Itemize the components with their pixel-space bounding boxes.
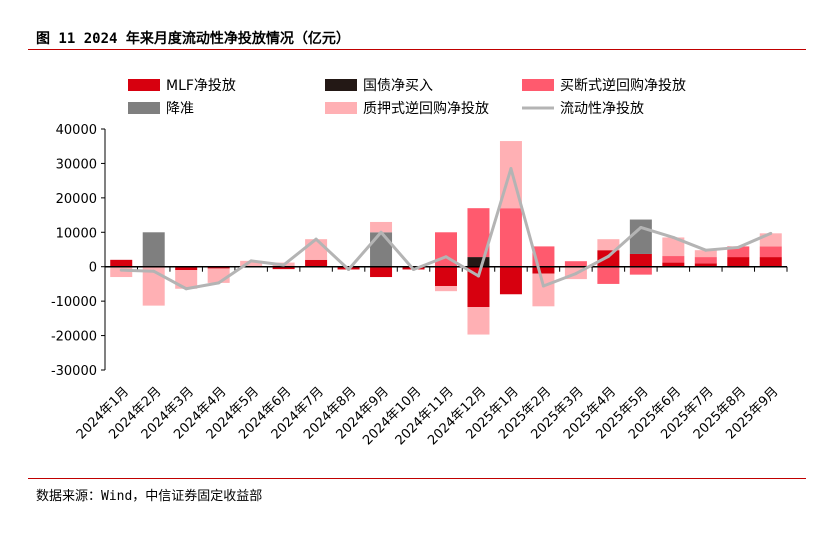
bar-4-18 xyxy=(694,250,717,258)
bar-3-1 xyxy=(142,232,165,267)
line-point-10 xyxy=(444,255,448,259)
y-tick-label: 40000 xyxy=(56,123,97,138)
bar-0-15 xyxy=(597,250,620,267)
bar-0-6 xyxy=(305,259,328,267)
bar-1-11 xyxy=(467,257,490,267)
bar-2-11 xyxy=(467,208,490,258)
legend-swatch xyxy=(128,79,160,91)
bar-0-16 xyxy=(629,253,652,267)
y-tick-label: 10000 xyxy=(56,226,97,241)
line-point-5 xyxy=(282,263,286,267)
line-point-6 xyxy=(314,237,318,241)
line-point-20 xyxy=(769,231,773,235)
line-point-4 xyxy=(249,259,253,263)
bar-4-6 xyxy=(305,239,328,260)
bar-3-8 xyxy=(370,232,393,267)
legend-label: 国债净买入 xyxy=(363,78,433,94)
bar-4-8 xyxy=(370,221,393,233)
line-point-19 xyxy=(736,245,740,249)
y-tick-label: -20000 xyxy=(51,330,97,345)
line-point-11 xyxy=(476,274,480,278)
bar-3-16 xyxy=(629,219,652,254)
line-point-8 xyxy=(379,230,383,234)
legend-swatch xyxy=(325,79,357,91)
legend-label: 买断式逆回购净投放 xyxy=(560,78,686,94)
bar-2-16 xyxy=(629,266,652,275)
bar-4-13 xyxy=(532,273,555,307)
bar-2-17 xyxy=(662,256,685,263)
y-tick-label: -30000 xyxy=(51,364,97,379)
bar-0-19 xyxy=(727,257,750,267)
bar-0-12 xyxy=(499,266,522,295)
line-point-14 xyxy=(574,272,578,276)
line-point-3 xyxy=(217,281,221,285)
line-point-17 xyxy=(671,235,675,239)
bar-0-2 xyxy=(175,266,198,271)
bar-4-1 xyxy=(142,266,165,306)
source-divider xyxy=(28,478,806,479)
bar-4-3 xyxy=(207,268,230,283)
bar-4-11 xyxy=(467,306,490,335)
line-point-16 xyxy=(639,225,643,229)
figure-title: 图 11 2024 年来月度流动性净投放情况（亿元） xyxy=(36,31,350,47)
bar-4-15 xyxy=(597,239,620,251)
bar-4-17 xyxy=(662,237,685,257)
y-tick-label: 0 xyxy=(89,261,97,276)
bar-2-19 xyxy=(727,246,750,258)
bar-0-20 xyxy=(759,257,782,267)
line-point-2 xyxy=(184,287,188,291)
y-tick-label: -10000 xyxy=(51,295,97,310)
bar-0-13 xyxy=(532,266,555,274)
line-point-12 xyxy=(509,167,513,171)
line-point-7 xyxy=(347,267,351,271)
bar-2-14 xyxy=(564,261,587,267)
bar-0-17 xyxy=(662,262,685,267)
bar-2-20 xyxy=(759,246,782,258)
y-tick-label: 30000 xyxy=(56,157,97,172)
legend-label: 流动性净投放 xyxy=(560,101,644,117)
legend-label: MLF净投放 xyxy=(166,78,236,94)
y-tick-label: 20000 xyxy=(56,192,97,207)
legend-label: 质押式逆回购净投放 xyxy=(363,101,489,117)
bar-4-0 xyxy=(110,266,133,278)
bar-0-8 xyxy=(370,266,393,278)
bar-0-10 xyxy=(435,266,457,286)
bar-0-5 xyxy=(272,266,295,270)
bar-2-15 xyxy=(597,266,620,284)
bar-0-0 xyxy=(110,259,133,267)
line-point-15 xyxy=(606,254,610,258)
bar-0-18 xyxy=(694,263,717,267)
source-note: 数据来源：Wind，中信证券固定收益部 xyxy=(36,489,263,504)
bar-2-12 xyxy=(499,208,522,267)
bar-4-4 xyxy=(240,260,263,267)
legend-swatch xyxy=(522,79,554,91)
bar-4-10 xyxy=(435,285,457,292)
line-point-1 xyxy=(152,269,156,273)
line-point-0 xyxy=(119,268,123,272)
line-point-13 xyxy=(541,284,545,288)
legend-swatch xyxy=(128,102,160,114)
line-point-18 xyxy=(704,248,708,252)
bar-0-3 xyxy=(207,266,230,269)
bar-0-11 xyxy=(467,266,490,307)
legend-label: 降准 xyxy=(166,101,194,117)
legend-swatch xyxy=(325,102,357,114)
line-point-9 xyxy=(412,267,416,271)
bar-2-18 xyxy=(694,257,717,264)
title-divider xyxy=(28,49,806,50)
